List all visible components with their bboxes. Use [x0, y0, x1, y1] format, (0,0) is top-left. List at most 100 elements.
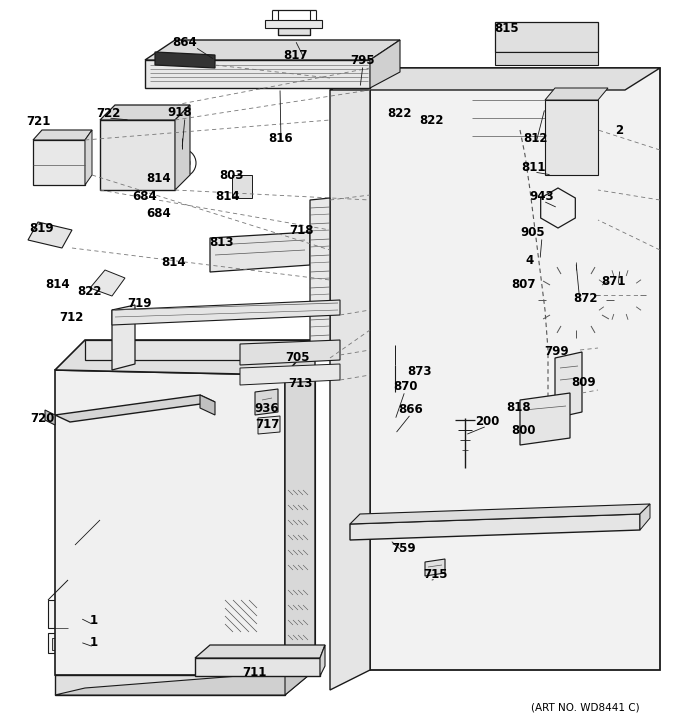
Text: 870: 870	[393, 379, 418, 392]
Bar	[555, 26, 563, 48]
Text: 713: 713	[288, 376, 312, 389]
Bar	[38, 168, 78, 182]
Polygon shape	[195, 658, 320, 676]
Bar	[108, 130, 165, 182]
Polygon shape	[145, 60, 370, 88]
Polygon shape	[55, 675, 285, 695]
Text: 809: 809	[572, 376, 596, 389]
Text: 818: 818	[507, 400, 531, 413]
Bar	[100, 343, 116, 356]
Text: 795: 795	[351, 54, 375, 67]
Text: 815: 815	[494, 22, 520, 35]
Polygon shape	[55, 370, 285, 675]
Polygon shape	[90, 270, 125, 296]
Polygon shape	[520, 393, 570, 445]
Text: 720: 720	[30, 412, 54, 425]
Text: 799: 799	[545, 344, 569, 357]
Text: 705: 705	[285, 350, 309, 363]
Text: 803: 803	[219, 168, 243, 181]
Bar	[52, 638, 72, 650]
Text: 822: 822	[78, 284, 102, 297]
Bar	[122, 343, 138, 356]
Bar	[285, 365, 315, 665]
Polygon shape	[285, 340, 315, 675]
Polygon shape	[310, 198, 330, 360]
Polygon shape	[175, 105, 190, 190]
Text: 822: 822	[388, 107, 412, 120]
Text: 1: 1	[90, 636, 98, 648]
Bar	[302, 370, 314, 378]
Bar	[266, 370, 278, 378]
Text: 807: 807	[512, 278, 537, 291]
Polygon shape	[555, 352, 582, 418]
Text: (ART NO. WD8441 C): (ART NO. WD8441 C)	[531, 702, 640, 712]
Polygon shape	[195, 645, 325, 658]
Polygon shape	[425, 559, 445, 576]
Polygon shape	[112, 300, 340, 325]
Bar	[262, 347, 272, 357]
Text: 936: 936	[255, 402, 279, 415]
Polygon shape	[255, 389, 278, 415]
Polygon shape	[200, 395, 215, 415]
Bar	[533, 26, 541, 48]
Bar	[290, 347, 300, 357]
Polygon shape	[33, 140, 85, 185]
Text: 943: 943	[530, 189, 554, 202]
Text: 814: 814	[147, 172, 171, 184]
Bar	[468, 90, 572, 185]
Bar	[318, 347, 328, 357]
Text: 1: 1	[90, 613, 98, 626]
Text: 800: 800	[512, 423, 537, 436]
Polygon shape	[640, 504, 650, 530]
Polygon shape	[210, 232, 310, 272]
Polygon shape	[495, 52, 598, 65]
Polygon shape	[370, 40, 400, 88]
Text: 864: 864	[173, 36, 197, 49]
Text: 814: 814	[46, 278, 70, 291]
Bar	[75, 545, 270, 663]
Polygon shape	[370, 68, 660, 670]
Text: 871: 871	[602, 275, 626, 288]
Polygon shape	[265, 20, 322, 28]
Text: 822: 822	[420, 114, 444, 126]
Polygon shape	[258, 416, 280, 434]
Bar	[254, 343, 270, 356]
Text: 721: 721	[26, 115, 50, 128]
Polygon shape	[100, 120, 175, 190]
Bar	[522, 26, 530, 48]
Bar	[210, 343, 226, 356]
Bar	[48, 600, 110, 628]
Polygon shape	[240, 340, 340, 365]
Bar	[284, 370, 296, 378]
Text: 712: 712	[58, 310, 83, 323]
Text: 719: 719	[126, 297, 151, 310]
Text: 200: 200	[475, 415, 499, 428]
Bar	[248, 370, 260, 378]
Polygon shape	[232, 175, 252, 198]
Polygon shape	[350, 504, 650, 524]
Text: 817: 817	[283, 49, 307, 62]
Text: 812: 812	[524, 131, 548, 144]
Polygon shape	[112, 305, 135, 370]
Text: 816: 816	[269, 131, 293, 144]
Text: 717: 717	[255, 418, 279, 431]
Bar	[500, 26, 508, 48]
Text: 684: 684	[147, 207, 171, 220]
Text: 722: 722	[96, 107, 120, 120]
Bar	[392, 92, 633, 645]
Polygon shape	[330, 68, 660, 90]
Bar	[304, 347, 314, 357]
Text: 819: 819	[30, 222, 54, 234]
Bar	[48, 633, 116, 653]
Text: 872: 872	[573, 291, 597, 304]
Bar	[166, 343, 182, 356]
Polygon shape	[85, 340, 315, 360]
Polygon shape	[545, 88, 608, 100]
Text: 813: 813	[209, 236, 233, 249]
Text: 873: 873	[408, 365, 432, 378]
Text: 759: 759	[392, 542, 416, 555]
Text: 718: 718	[290, 223, 314, 236]
Bar	[176, 133, 188, 141]
Text: 866: 866	[398, 402, 424, 415]
Polygon shape	[350, 514, 640, 540]
